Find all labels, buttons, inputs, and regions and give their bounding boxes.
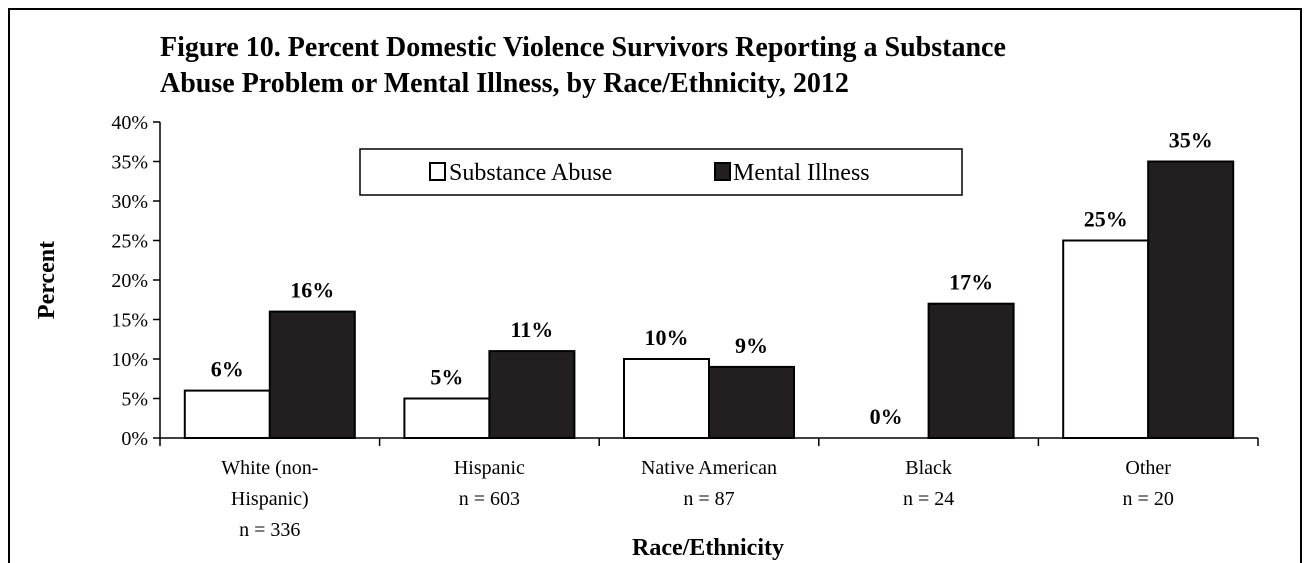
- y-tick-label: 25%: [111, 231, 148, 253]
- chart-title-line-2: Abuse Problem or Mental Illness, by Race…: [160, 68, 849, 99]
- legend-label-substance-abuse: Substance Abuse: [449, 160, 612, 186]
- category-label: Hispanic: [454, 457, 525, 479]
- y-tick-label: 5%: [121, 389, 148, 411]
- legend-item-mental-illness: Mental Illness: [714, 160, 870, 186]
- category-label: n = 87: [683, 488, 734, 510]
- y-tick-label: 35%: [111, 152, 148, 174]
- bar-mental-illness: [708, 365, 795, 439]
- data-label-mental-illness: 9%: [735, 333, 768, 358]
- category-label: n = 24: [903, 488, 954, 510]
- data-labels-group: 6% 16% 5% 11% 10% 9% 0% 17% 25% 35%: [211, 128, 1213, 430]
- bars-group: [183, 160, 1235, 440]
- category-label: Black: [905, 457, 952, 479]
- legend-box: [359, 148, 963, 196]
- category-label: n = 336: [239, 519, 300, 541]
- bar-mental-illness: [927, 302, 1015, 440]
- category-labels-group: White (non- Hispanic) n = 336 Hispanic n = 6…: [221, 457, 1174, 541]
- data-label-substance-abuse: 10%: [645, 325, 689, 350]
- bar-substance-abuse: [403, 397, 491, 439]
- legend-label-mental-illness: Mental Illness: [733, 160, 870, 186]
- category-label: Hispanic): [231, 488, 309, 510]
- data-label-mental-illness: 17%: [949, 270, 993, 295]
- data-label-substance-abuse: 5%: [430, 365, 463, 390]
- data-label-substance-abuse: 6%: [211, 357, 244, 382]
- y-tick-label: 40%: [111, 112, 148, 134]
- bar-substance-abuse: [623, 358, 710, 439]
- y-tick-label: 20%: [111, 270, 148, 292]
- category-label: n = 20: [1123, 488, 1174, 510]
- y-tick-label: 30%: [111, 191, 148, 213]
- bar-mental-illness: [268, 310, 356, 440]
- data-label-mental-illness: 16%: [290, 278, 334, 303]
- chart-title-line-1: Figure 10. Percent Domestic Violence Sur…: [160, 32, 1006, 63]
- data-label-mental-illness: 35%: [1169, 128, 1213, 153]
- y-tick-label: 10%: [111, 349, 148, 371]
- bar-mental-illness: [1147, 160, 1235, 439]
- bar-substance-abuse: [1062, 239, 1150, 439]
- bar-substance-abuse: [183, 389, 271, 440]
- legend-item-substance-abuse: Substance Abuse: [429, 160, 612, 186]
- x-axis-ticks: [159, 438, 1259, 446]
- legend-swatch-mental-illness: [714, 162, 731, 181]
- legend: Substance Abuse Mental Illness: [359, 148, 963, 196]
- y-axis-title: Percent: [34, 241, 60, 319]
- category-label: Native American: [641, 457, 777, 479]
- category-label: White (non-: [221, 457, 318, 479]
- category-label: n = 603: [459, 488, 520, 510]
- category-label: Other: [1125, 457, 1171, 479]
- y-tick-label: 0%: [121, 428, 148, 450]
- bar-mental-illness: [488, 350, 576, 440]
- x-axis-title: Race/Ethnicity: [632, 535, 784, 561]
- data-label-mental-illness: 11%: [511, 317, 554, 342]
- data-label-substance-abuse: 25%: [1084, 207, 1128, 232]
- y-tick-label: 15%: [111, 310, 148, 332]
- y-axis-ticks: 0% 5% 10% 15% 20% 25% 30% 35% 40%: [111, 112, 160, 450]
- legend-swatch-substance-abuse: [429, 162, 446, 181]
- data-label-substance-abuse: 0%: [870, 404, 903, 429]
